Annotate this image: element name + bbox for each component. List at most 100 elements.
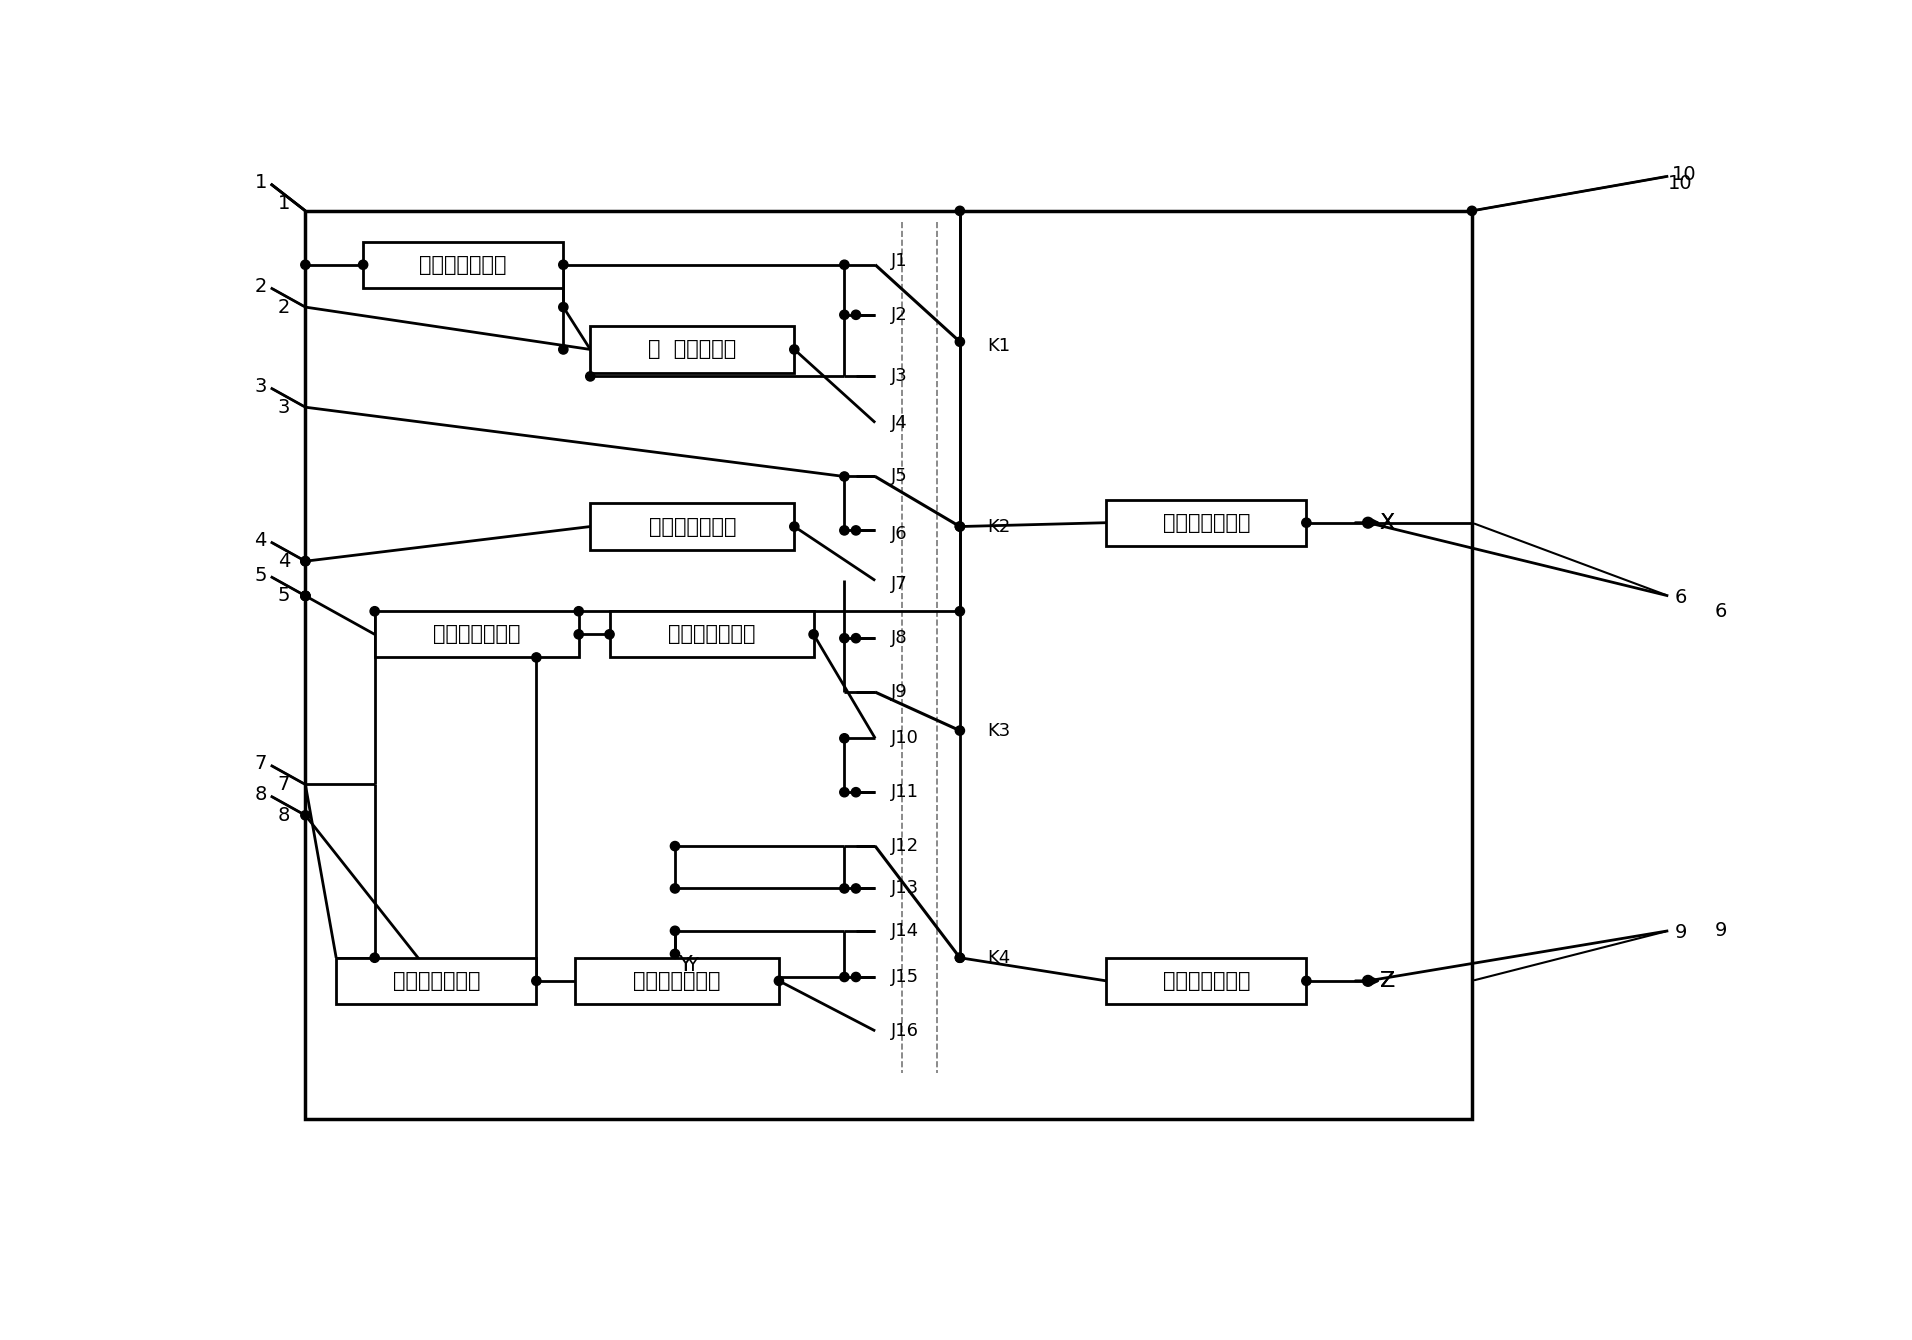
Text: X: X bbox=[1380, 513, 1394, 533]
Text: J4: J4 bbox=[891, 414, 908, 431]
Text: J13: J13 bbox=[891, 879, 918, 898]
Text: 反相限幅放大器: 反相限幅放大器 bbox=[419, 255, 507, 275]
Text: J11: J11 bbox=[891, 783, 918, 801]
Text: 7: 7 bbox=[254, 754, 268, 773]
Text: Z: Z bbox=[1380, 972, 1394, 990]
Circle shape bbox=[532, 653, 541, 662]
Bar bbox=[591, 504, 793, 549]
Circle shape bbox=[956, 206, 964, 216]
Text: 第二反相积分器: 第二反相积分器 bbox=[392, 972, 480, 990]
Text: J8: J8 bbox=[891, 630, 906, 647]
Text: J6: J6 bbox=[891, 525, 906, 543]
Bar bbox=[591, 327, 793, 373]
Text: 4: 4 bbox=[277, 552, 291, 571]
Circle shape bbox=[1467, 206, 1476, 216]
Text: 第四反相放大器: 第四反相放大器 bbox=[633, 972, 721, 990]
Circle shape bbox=[300, 260, 310, 269]
Circle shape bbox=[1302, 519, 1312, 528]
Circle shape bbox=[956, 953, 964, 962]
Text: 2: 2 bbox=[254, 277, 268, 296]
Circle shape bbox=[839, 884, 849, 892]
Bar bbox=[1107, 500, 1306, 545]
Text: X: X bbox=[1380, 513, 1394, 533]
Circle shape bbox=[956, 953, 964, 962]
Circle shape bbox=[300, 591, 310, 600]
Circle shape bbox=[851, 884, 860, 892]
Text: J3: J3 bbox=[891, 367, 908, 386]
Circle shape bbox=[774, 977, 784, 985]
Text: J7: J7 bbox=[891, 575, 908, 594]
Text: J16: J16 bbox=[891, 1022, 918, 1040]
Text: K4: K4 bbox=[987, 949, 1010, 966]
Text: J5: J5 bbox=[891, 468, 908, 485]
Text: 第一反相积分器: 第一反相积分器 bbox=[1162, 513, 1250, 533]
Bar bbox=[375, 611, 579, 658]
Bar bbox=[337, 958, 537, 1004]
Text: 2: 2 bbox=[277, 297, 291, 316]
Circle shape bbox=[851, 310, 860, 319]
Circle shape bbox=[851, 634, 860, 643]
Circle shape bbox=[839, 260, 849, 269]
Circle shape bbox=[1302, 977, 1312, 985]
Text: J2: J2 bbox=[891, 306, 908, 324]
Circle shape bbox=[1363, 976, 1373, 986]
Text: 10: 10 bbox=[1669, 174, 1692, 193]
Circle shape bbox=[574, 630, 583, 639]
Circle shape bbox=[839, 472, 849, 481]
Circle shape bbox=[851, 525, 860, 535]
Text: 8: 8 bbox=[277, 805, 291, 825]
Text: 9: 9 bbox=[1675, 923, 1686, 942]
Text: 7: 7 bbox=[277, 775, 291, 795]
Text: 第三反相积分器: 第三反相积分器 bbox=[1162, 972, 1250, 990]
Circle shape bbox=[558, 344, 568, 354]
Bar bbox=[610, 611, 815, 658]
Circle shape bbox=[585, 371, 595, 381]
Circle shape bbox=[574, 607, 583, 616]
Circle shape bbox=[300, 591, 310, 600]
Circle shape bbox=[839, 634, 849, 643]
Circle shape bbox=[790, 344, 799, 354]
Text: K3: K3 bbox=[987, 722, 1010, 740]
Circle shape bbox=[956, 521, 964, 531]
Text: Z: Z bbox=[1380, 972, 1394, 990]
Bar bbox=[1107, 958, 1306, 1004]
Circle shape bbox=[839, 973, 849, 982]
Text: 8: 8 bbox=[254, 785, 268, 804]
Circle shape bbox=[839, 788, 849, 797]
Bar bbox=[363, 241, 564, 288]
Text: J9: J9 bbox=[891, 683, 908, 701]
Circle shape bbox=[671, 884, 679, 892]
Text: J12: J12 bbox=[891, 838, 918, 855]
Text: 3: 3 bbox=[277, 398, 291, 417]
Bar bbox=[306, 210, 1472, 1119]
Circle shape bbox=[671, 842, 679, 851]
Circle shape bbox=[371, 953, 379, 962]
Text: 9: 9 bbox=[1715, 922, 1727, 941]
Text: 4: 4 bbox=[254, 531, 268, 549]
Circle shape bbox=[371, 607, 379, 616]
Circle shape bbox=[956, 521, 964, 531]
Text: Y: Y bbox=[686, 955, 698, 976]
Circle shape bbox=[809, 630, 818, 639]
Text: 3: 3 bbox=[254, 377, 268, 395]
Circle shape bbox=[300, 556, 310, 565]
Circle shape bbox=[839, 525, 849, 535]
Circle shape bbox=[956, 338, 964, 346]
Circle shape bbox=[839, 734, 849, 742]
Circle shape bbox=[1363, 517, 1373, 528]
Text: J1: J1 bbox=[891, 252, 906, 269]
Text: 第  反相放大器: 第 反相放大器 bbox=[648, 339, 736, 359]
Text: J10: J10 bbox=[891, 729, 918, 748]
Text: 1: 1 bbox=[254, 173, 268, 192]
Circle shape bbox=[956, 726, 964, 736]
Text: 5: 5 bbox=[277, 587, 291, 606]
Circle shape bbox=[851, 973, 860, 982]
Circle shape bbox=[300, 556, 310, 565]
Circle shape bbox=[532, 977, 541, 985]
Circle shape bbox=[671, 926, 679, 935]
Text: 5: 5 bbox=[254, 565, 268, 584]
Circle shape bbox=[604, 630, 614, 639]
Circle shape bbox=[300, 811, 310, 820]
Circle shape bbox=[671, 949, 679, 958]
Text: K1: K1 bbox=[987, 336, 1010, 355]
